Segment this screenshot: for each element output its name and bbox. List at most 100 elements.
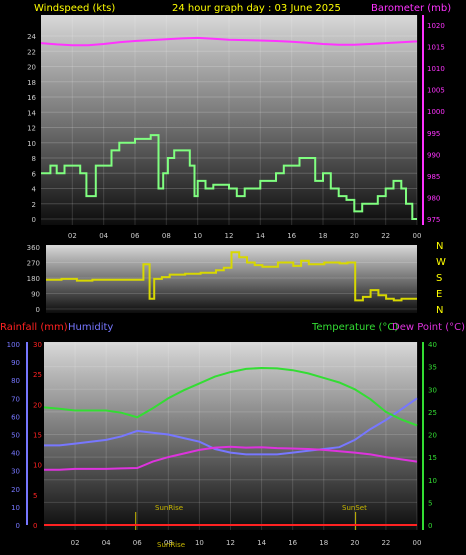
rain-y-tick-label: 20 xyxy=(33,401,42,409)
windspeed-axis-label: Windspeed (kts) xyxy=(34,3,115,14)
wind-x-tick-label: 04 xyxy=(99,232,108,240)
wind-x-tick-label: 12 xyxy=(225,232,234,240)
temp-x-tick-label: 04 xyxy=(102,539,111,547)
dir-label-n-bottom: N xyxy=(436,305,443,316)
baro-y-tick-label: 1005 xyxy=(427,87,445,95)
dir-label-e: E xyxy=(436,289,442,300)
temperature-line xyxy=(43,366,418,427)
wind-y-tick-label: 8 xyxy=(32,155,36,163)
wind-x-tick-label: 10 xyxy=(193,232,202,240)
humidity-axis-label: Humidity xyxy=(68,322,113,333)
sunrise-label: SunRise xyxy=(155,504,183,512)
humidity-y-tick-label: 50 xyxy=(11,432,20,440)
temp-y-tick-label: 40 xyxy=(428,341,437,349)
sunrise-bottom-label: SunRise xyxy=(157,541,185,549)
baro-y-tick-label: 1000 xyxy=(427,108,445,116)
temp-y-tick-label: 35 xyxy=(428,364,437,372)
baro-y-tick-label: 1020 xyxy=(427,22,445,30)
temp-y-tick-label: 25 xyxy=(428,409,437,417)
temp-x-tick-label: 18 xyxy=(319,539,328,547)
rain-y-tick-label: 30 xyxy=(33,341,42,349)
wind-y-tick-label: 14 xyxy=(27,109,36,117)
wind-y-tick-label: 24 xyxy=(27,33,36,41)
rain-y-tick-label: 15 xyxy=(33,432,42,440)
barometer-axis-label: Barometer (mb) xyxy=(371,3,451,14)
temp-x-tick-label: 06 xyxy=(133,539,142,547)
temp-y-tick-label: 10 xyxy=(428,477,437,485)
rain-y-tick-label: 25 xyxy=(33,371,42,379)
temp-x-tick-label: 20 xyxy=(350,539,359,547)
wind-y-tick-label: 0 xyxy=(32,216,36,224)
temp-y-tick-label: 30 xyxy=(428,386,437,394)
dir-y-tick-label: 0 xyxy=(36,306,40,314)
humidity-y-tick-label: 100 xyxy=(7,341,20,349)
temp-x-tick-label: 10 xyxy=(195,539,204,547)
temp-y-tick-label: 5 xyxy=(428,499,432,507)
barometer-line xyxy=(40,36,418,47)
temp-panel-bg xyxy=(44,342,417,530)
wind-y-tick-label: 2 xyxy=(32,201,36,209)
humidity-y-tick-label: 30 xyxy=(11,468,20,476)
temp-y-tick-label: 0 xyxy=(428,522,432,530)
temp-x-tick-label: 02 xyxy=(71,539,80,547)
rainfall-axis-label: Rainfall (mm) xyxy=(0,322,68,333)
humidity-y-tick-label: 10 xyxy=(11,504,20,512)
humidity-y-tick-label: 80 xyxy=(11,377,20,385)
wind-y-tick-label: 4 xyxy=(32,186,37,194)
temp-x-tick-label: 14 xyxy=(257,539,266,547)
humidity-y-tick-label: 90 xyxy=(11,359,20,367)
humidity-line xyxy=(44,397,418,456)
rain-y-tick-label: 0 xyxy=(33,522,37,530)
wind-x-tick-label: 22 xyxy=(381,232,390,240)
temp-y-tick-label: 20 xyxy=(428,432,437,440)
chart-title: 24 hour graph day : 03 June 2025 xyxy=(172,3,341,14)
baro-y-tick-label: 985 xyxy=(427,173,440,181)
humidity-y-tick-label: 20 xyxy=(11,486,20,494)
temp-x-tick-label: 00 xyxy=(413,539,422,547)
wind-y-tick-label: 6 xyxy=(32,170,37,178)
baro-y-tick-label: 1010 xyxy=(427,65,445,73)
dir-y-tick-label: 180 xyxy=(27,275,40,283)
wind-x-tick-label: 02 xyxy=(68,232,77,240)
wind-y-tick-label: 16 xyxy=(27,94,36,102)
baro-y-tick-label: 990 xyxy=(427,151,440,159)
dewpoint-line xyxy=(44,445,418,471)
baro-y-tick-label: 980 xyxy=(427,194,440,202)
temp-x-tick-label: 12 xyxy=(226,539,235,547)
baro-y-tick-label: 975 xyxy=(427,216,440,224)
dir-label-s: S xyxy=(436,273,442,284)
baro-y-tick-label: 1015 xyxy=(427,44,445,52)
wind-y-tick-label: 12 xyxy=(27,125,36,133)
dir-label-n-top: N xyxy=(436,241,443,252)
wind-y-tick-label: 20 xyxy=(27,64,36,72)
wind-panel-bg xyxy=(41,15,417,225)
sunset-label: SunSet xyxy=(342,504,367,512)
windspeed-line xyxy=(41,134,417,220)
humidity-y-tick-label: 0 xyxy=(16,522,20,530)
dir-y-tick-label: 270 xyxy=(27,260,40,268)
wind-x-tick-label: 06 xyxy=(131,232,140,240)
dir-y-tick-label: 360 xyxy=(27,244,40,252)
temp-y-tick-label: 15 xyxy=(428,454,437,462)
temp-x-tick-label: 08 xyxy=(164,539,173,547)
humidity-y-tick-label: 70 xyxy=(11,395,20,403)
humidity-y-tick-label: 40 xyxy=(11,450,20,458)
wind-y-tick-label: 10 xyxy=(27,140,36,148)
direction-line xyxy=(46,251,417,302)
temp-x-tick-label: 16 xyxy=(288,539,297,547)
humidity-y-tick-label: 60 xyxy=(11,413,20,421)
wind-x-tick-label: 08 xyxy=(162,232,171,240)
wind-y-tick-label: 22 xyxy=(27,48,36,56)
wind-y-tick-label: 18 xyxy=(27,79,36,87)
baro-y-tick-label: 995 xyxy=(427,130,440,138)
wind-x-tick-label: 16 xyxy=(287,232,296,240)
wind-x-tick-label: 00 xyxy=(413,232,422,240)
rain-y-tick-label: 10 xyxy=(33,462,42,470)
dir-label-w: W xyxy=(436,257,446,268)
temp-x-tick-label: 22 xyxy=(381,539,390,547)
dir-y-tick-label: 90 xyxy=(31,291,40,299)
wind-x-tick-label: 20 xyxy=(350,232,359,240)
temperature-axis-label: Temperature (°C) xyxy=(311,322,398,333)
rain-y-tick-label: 5 xyxy=(33,492,37,500)
